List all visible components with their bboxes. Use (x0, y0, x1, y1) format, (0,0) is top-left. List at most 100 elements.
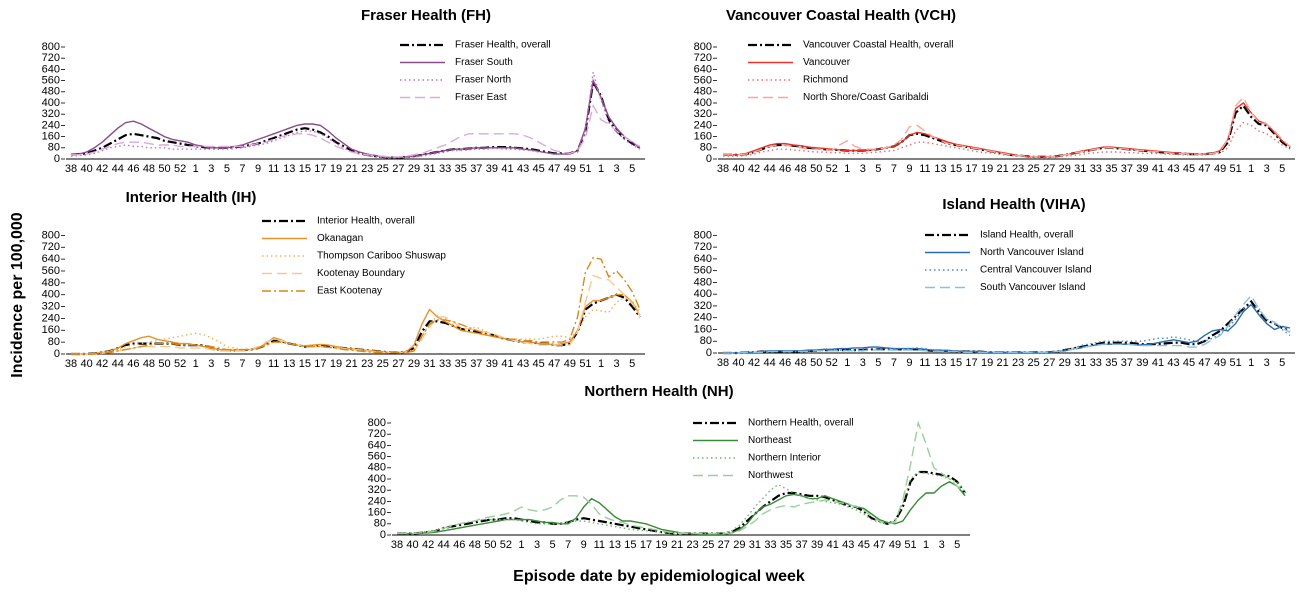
x-tick-label: 52 (500, 539, 512, 551)
x-tick-label: 13 (283, 358, 295, 370)
series-line (70, 78, 641, 159)
series-line (71, 294, 641, 355)
legend-label: North Shore/Coast Garibaldi (803, 92, 929, 103)
x-tick-label: 5 (1279, 357, 1285, 369)
y-tick-label: 800 (694, 229, 712, 241)
x-tick-label: 31 (423, 358, 435, 370)
x-tick-label: 19 (981, 357, 993, 369)
x-tick-label: 27 (392, 163, 404, 175)
x-tick-label: 38 (717, 163, 729, 175)
x-tick-label: 15 (950, 357, 962, 369)
legend-label: Central Vancouver Island (980, 265, 1092, 276)
x-tick-label: 50 (810, 357, 822, 369)
x-tick-label: 39 (811, 539, 823, 551)
x-tick-label: 38 (65, 358, 77, 370)
x-tick-label: 9 (906, 163, 912, 175)
x-tick-label: 40 (80, 163, 92, 175)
legend-label: South Vancouver Island (980, 282, 1085, 293)
y-tick-label: 320 (694, 108, 712, 120)
x-tick-label: 46 (779, 357, 791, 369)
x-tick-label: 29 (1059, 357, 1071, 369)
x-tick-label: 43 (1167, 163, 1179, 175)
x-tick-label: 51 (1230, 163, 1242, 175)
y-tick-label: 240 (368, 495, 386, 507)
x-tick-label: 25 (377, 163, 389, 175)
x-tick-label: 19 (981, 163, 993, 175)
x-tick-label: 42 (96, 163, 108, 175)
y-tick-label: 0 (706, 153, 712, 165)
x-tick-label: 39 (1136, 163, 1148, 175)
x-tick-label: 5 (224, 163, 230, 175)
x-tick-label: 35 (1105, 357, 1117, 369)
y-tick-label: 800 (694, 41, 712, 53)
x-tick-label: 1 (844, 163, 850, 175)
x-tick-label: 7 (891, 357, 897, 369)
x-tick-label: 9 (581, 539, 587, 551)
x-tick-label: 21 (345, 163, 357, 175)
legend-label: Fraser North (455, 75, 511, 86)
x-tick-label: 49 (564, 358, 576, 370)
y-tick-label: 400 (694, 97, 712, 109)
y-tick-label: 720 (694, 52, 712, 64)
x-tick-label: 40 (732, 163, 744, 175)
x-tick-label: 3 (614, 358, 620, 370)
x-tick-label: 45 (858, 539, 870, 551)
y-axis-title: Incidence per 100,000 (9, 212, 26, 378)
y-tick-label: 480 (694, 276, 712, 288)
x-tick-label: 45 (533, 163, 545, 175)
x-tick-label: 11 (594, 539, 605, 551)
x-tick-label: 23 (361, 163, 373, 175)
x-tick-label: 52 (174, 163, 186, 175)
x-tick-label: 19 (655, 539, 667, 551)
panel-title: Island Health (VIHA) (942, 196, 1085, 213)
x-tick-label: 5 (954, 539, 960, 551)
y-tick-label: 240 (694, 312, 712, 324)
x-tick-label: 1 (193, 163, 199, 175)
y-tick-label: 0 (380, 529, 386, 541)
x-tick-label: 42 (96, 358, 108, 370)
x-tick-label: 13 (283, 163, 295, 175)
x-tick-label: 42 (422, 539, 434, 551)
x-tick-label: 50 (158, 163, 170, 175)
x-tick-label: 3 (939, 539, 945, 551)
x-tick-label: 5 (629, 358, 635, 370)
x-tick-label: 45 (1183, 357, 1195, 369)
x-tick-label: 25 (702, 539, 714, 551)
y-tick-label: 320 (42, 108, 60, 120)
x-tick-label: 45 (1183, 163, 1195, 175)
x-tick-label: 7 (239, 163, 245, 175)
x-tick-label: 3 (534, 539, 540, 551)
x-tick-label: 5 (875, 357, 881, 369)
x-tick-label: 15 (299, 163, 311, 175)
x-tick-label: 39 (486, 358, 498, 370)
x-tick-label: 52 (174, 358, 186, 370)
series-line (723, 303, 1291, 354)
x-tick-label: 44 (763, 163, 775, 175)
x-tick-label: 42 (748, 163, 760, 175)
series-line (70, 78, 641, 159)
x-tick-label: 15 (624, 539, 636, 551)
legend-label: Northern Health, overall (748, 418, 854, 429)
x-tick-label: 3 (208, 358, 214, 370)
x-tick-label: 17 (314, 358, 326, 370)
x-tick-label: 38 (391, 539, 403, 551)
x-tick-label: 5 (875, 163, 881, 175)
x-tick-label: 5 (224, 358, 230, 370)
x-tick-label: 41 (501, 358, 513, 370)
y-tick-label: 0 (706, 347, 712, 359)
x-tick-label: 5 (550, 539, 556, 551)
x-tick-label: 51 (579, 358, 591, 370)
x-tick-label: 29 (408, 358, 420, 370)
x-tick-label: 37 (470, 358, 482, 370)
series-line (723, 104, 1291, 158)
x-tick-label: 25 (1028, 357, 1040, 369)
y-tick-label: 480 (368, 462, 386, 474)
x-tick-label: 5 (1279, 163, 1285, 175)
y-tick-label: 480 (694, 86, 712, 98)
y-tick-label: 160 (42, 324, 60, 336)
y-tick-label: 400 (42, 97, 60, 109)
x-tick-label: 40 (732, 357, 744, 369)
y-tick-label: 400 (694, 288, 712, 300)
series-line (70, 72, 641, 159)
x-tick-label: 41 (1152, 357, 1164, 369)
